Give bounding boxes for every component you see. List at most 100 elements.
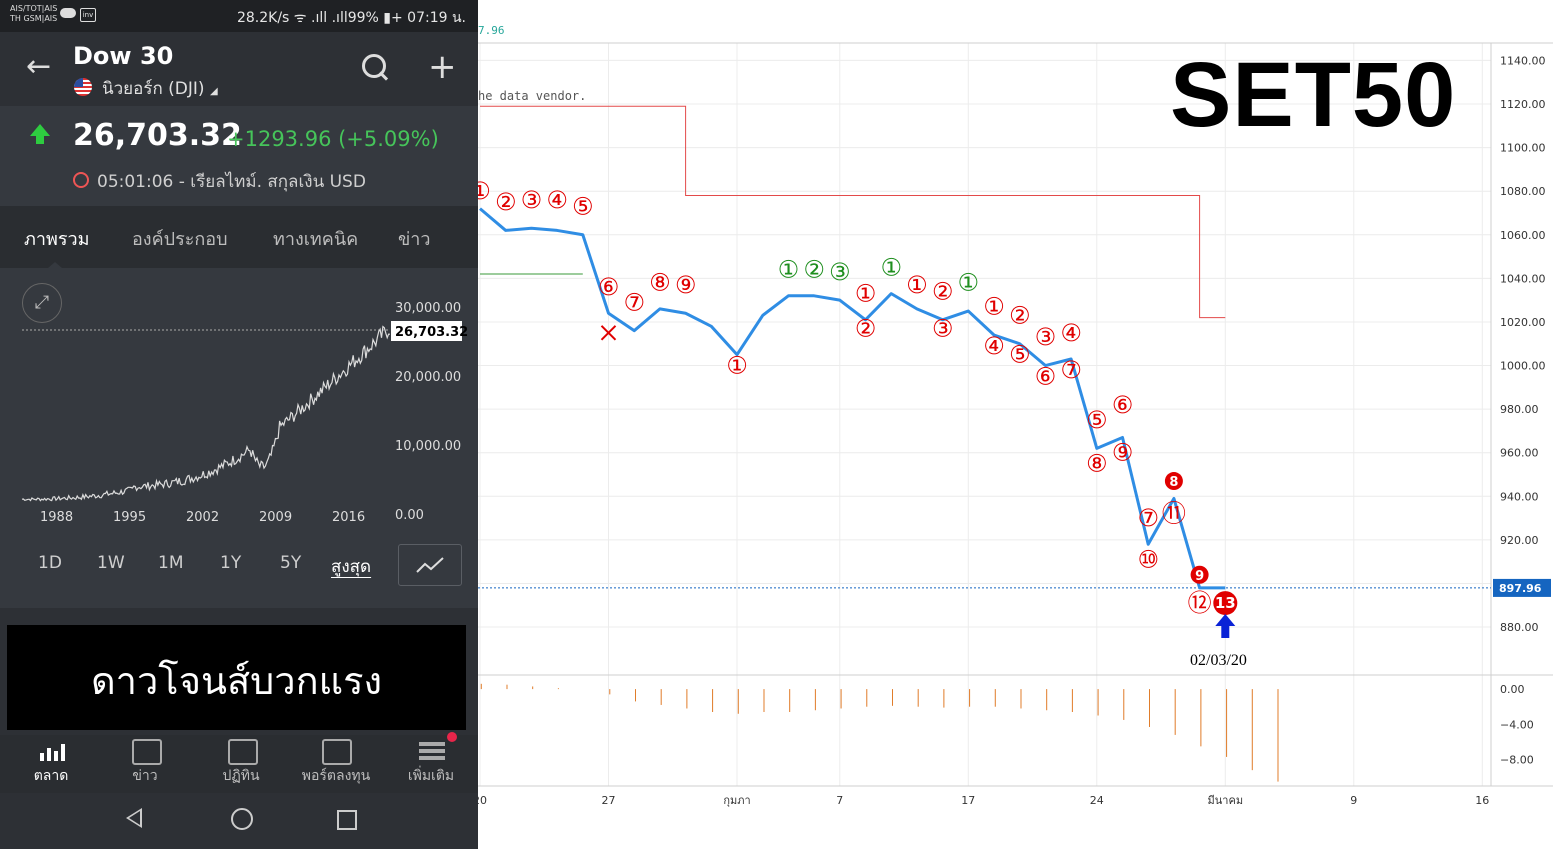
us-flag-icon — [74, 78, 92, 96]
price-tick-label: 940.00 — [1500, 490, 1539, 503]
price-tick-label: 1140.00 — [1500, 54, 1546, 67]
news-icon — [132, 739, 162, 765]
price-tick-label: 1080.00 — [1500, 185, 1546, 198]
back-arrow-icon[interactable]: ← — [26, 49, 52, 84]
osc-tick-label: 0.00 — [1500, 683, 1525, 696]
tab-technical[interactable]: ทางเทคนิค — [273, 229, 359, 250]
td-count-label: ① — [726, 352, 748, 380]
chart-grid — [478, 43, 1491, 786]
price-tick-label: 1040.00 — [1500, 272, 1546, 285]
td-count-label: 13 — [1215, 594, 1236, 612]
signal-date: 02/03/20 — [1190, 652, 1247, 669]
td-count-label: ① — [478, 177, 491, 205]
mini-y-tick: 0.00 — [395, 508, 424, 523]
last-price-tag-label: 897.96 — [1499, 582, 1542, 595]
exchange-selector[interactable]: นิวยอร์ก (DJI) ◢ — [102, 75, 218, 102]
quote-panel — [0, 106, 478, 206]
mini-x-tick: 1995 — [113, 510, 146, 525]
td-count-label: ⑪ — [1162, 500, 1186, 528]
period-1d[interactable]: 1D — [38, 553, 62, 573]
osc-tick-label: −8.00 — [1500, 754, 1534, 767]
period-1y[interactable]: 1Y — [220, 553, 242, 573]
tab-overview[interactable]: ภาพรวม — [24, 229, 90, 250]
td-count-label: ⑨ — [675, 271, 697, 299]
up-arrow-icon — [30, 124, 50, 144]
period-max[interactable]: สูงสุด — [331, 557, 372, 577]
mini-x-tick: 1988 — [40, 510, 73, 525]
price-tick-label: 980.00 — [1500, 403, 1539, 416]
time-tick-label: 24 — [1090, 794, 1104, 807]
mini-y-tick: 20,000.00 — [395, 370, 461, 385]
tab-pointer — [48, 262, 62, 268]
tab-news[interactable]: ข่าว — [398, 229, 431, 250]
android-recent-icon[interactable] — [337, 810, 357, 830]
td-count-label: ⑦ — [1137, 504, 1159, 532]
nav-markets[interactable]: ตลาด — [33, 768, 69, 784]
td-count-label: ⑦ — [623, 288, 645, 316]
td-count-label: ② — [932, 277, 954, 305]
mini-x-tick: 2016 — [332, 510, 365, 525]
td-count-label: ⑥ — [1035, 362, 1057, 390]
add-icon[interactable]: + — [428, 47, 457, 87]
caption-box — [7, 625, 466, 730]
expand-icon[interactable]: ⤢ — [22, 283, 62, 323]
last-price: 26,703.32 — [73, 118, 242, 153]
price-tick-label: 1120.00 — [1500, 98, 1546, 111]
portfolio-icon — [322, 739, 352, 765]
axis-ticks: 880.00900.00920.00940.00960.00980.001000… — [478, 54, 1551, 807]
chart-type-button[interactable] — [398, 544, 462, 586]
td-count-label: ① — [958, 269, 980, 297]
td-count-label: ③ — [932, 314, 954, 342]
td-count-badge — [1190, 565, 1209, 584]
cloud-icon — [60, 8, 76, 18]
price-tick-label: 960.00 — [1500, 447, 1539, 460]
nav-portfolio[interactable]: พอร์ตลงทุน — [301, 768, 371, 784]
td-count-label: 8 — [1169, 475, 1178, 490]
td-count-label: ⑤ — [1009, 341, 1031, 369]
td-count-label: ⑥ — [598, 273, 620, 301]
nav-more[interactable]: เพิ่มเติม — [407, 768, 455, 784]
resistance-line — [480, 105, 1226, 319]
td-count-label: ⑦ — [1060, 356, 1082, 384]
td-count-label: ③ — [829, 258, 851, 286]
set50-price-line — [479, 207, 1226, 590]
period-1w[interactable]: 1W — [97, 553, 125, 573]
nav-calendar[interactable]: ปฏิทิน — [222, 768, 260, 784]
dow-history-line — [21, 325, 391, 502]
quote-time: 05:01:06 - เรียลไทม์. สกุลเงิน USD — [97, 172, 366, 192]
td-count-label: ④ — [546, 186, 568, 214]
td-count-label: ⑨ — [1112, 439, 1134, 467]
android-back-icon[interactable] — [126, 808, 142, 828]
period-1m[interactable]: 1M — [158, 553, 184, 573]
last-price-tag — [391, 321, 462, 341]
td-count-label: ① — [983, 293, 1005, 321]
indicator-value: 7.96 — [478, 24, 505, 37]
td-count-label: ③ — [1035, 323, 1057, 351]
notification-badge — [447, 732, 457, 742]
td-count-label: ⑩ — [1137, 545, 1159, 573]
tab-components[interactable]: องค์ประกอบ — [132, 229, 228, 250]
investing-app-icon: inv — [80, 8, 96, 22]
price-change: +1293.96 (+5.09%) — [227, 127, 439, 151]
td-count-label: ① — [855, 280, 877, 308]
search-icon[interactable] — [362, 54, 386, 78]
clock-icon — [73, 172, 89, 188]
period-5y[interactable]: 5Y — [280, 553, 302, 573]
td-count-label: ① — [778, 256, 800, 284]
td-count-label: ⑧ — [1086, 450, 1108, 478]
td-count-badge — [1213, 591, 1238, 616]
td-count-label: ① — [880, 253, 902, 281]
td-count-label: ③ — [521, 186, 543, 214]
mini-x-tick: 2009 — [259, 510, 292, 525]
td-count-label: ④ — [1060, 319, 1082, 347]
caption-text: ดาวโจนส์บวกแรง — [90, 659, 383, 703]
td-count-label: ① — [906, 271, 928, 299]
time-tick-label: 9 — [1350, 794, 1357, 807]
time-tick-label: 20 — [478, 794, 487, 807]
nav-news[interactable]: ข่าว — [132, 768, 158, 784]
td-count-label: ② — [495, 188, 517, 216]
last-price-tag — [1493, 578, 1551, 597]
android-home-icon[interactable] — [231, 808, 253, 830]
td-count-label: ② — [803, 256, 825, 284]
